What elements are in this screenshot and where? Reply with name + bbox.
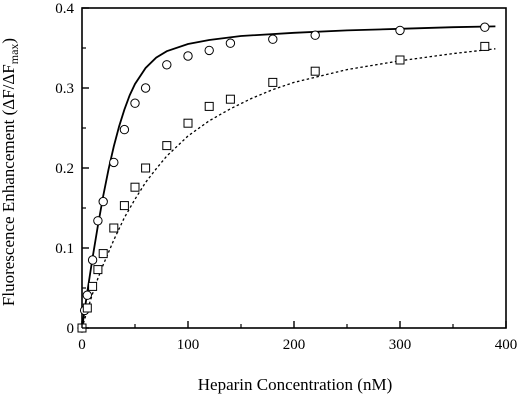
x-tick-label: 0 [78, 337, 86, 353]
y-tick-label: 0.2 [55, 161, 74, 177]
data-point-square [480, 41, 490, 51]
data-point-circle [162, 60, 172, 70]
data-point-circle [310, 30, 320, 40]
y-axis-label-subscript: max [7, 44, 21, 65]
data-point-square [310, 66, 320, 76]
data-point-circle [87, 255, 98, 265]
x-axis: 0 100 200 300 400 [78, 321, 517, 353]
x-tick-label: 200 [283, 337, 306, 353]
data-point-square [93, 265, 103, 275]
data-point-square [141, 163, 151, 173]
data-point-square [98, 249, 108, 259]
data-point-circle [98, 196, 108, 207]
data-point-square [225, 94, 235, 104]
data-point-circle [119, 124, 130, 135]
fit-line-series-1 [81, 25, 496, 329]
data-point-circle [183, 51, 193, 61]
data-point-circle [82, 290, 93, 300]
x-axis-label: Heparin Concentration (nM) [198, 375, 393, 394]
data-point-circle [140, 83, 151, 93]
data-point-square [183, 118, 193, 128]
y-axis-label: Fluorescence Enhancement (ΔF/ΔFmax) [0, 38, 21, 306]
y-tick-label: 0.4 [55, 1, 74, 17]
data-point-square [162, 141, 172, 151]
y-tick-label: 0.1 [55, 241, 74, 257]
data-point-circle [130, 98, 140, 108]
fit-lines [81, 25, 496, 329]
data-point-circle [204, 45, 214, 56]
data-point-circle [480, 22, 490, 32]
data-point-square [130, 182, 140, 192]
x-tick-label: 300 [389, 337, 412, 353]
data-point-square [82, 303, 92, 313]
data-point-circle [109, 157, 119, 168]
data-point-square [204, 101, 214, 111]
x-tick-label: 100 [177, 337, 200, 353]
y-axis-label-close: ) [0, 38, 18, 44]
y-tick-label: 0.3 [55, 81, 74, 97]
y-tick-label: 0 [67, 321, 75, 337]
data-point-circle [268, 34, 278, 44]
x-tick-label: 400 [495, 337, 518, 353]
data-point-square [395, 55, 405, 65]
data-point-square [109, 223, 119, 233]
markers [77, 22, 490, 333]
data-point-square [268, 77, 278, 87]
y-axis: 0 0.1 0.2 0.3 0.4 [55, 1, 89, 337]
data-point-circle [395, 25, 405, 36]
y-axis-label-main: Fluorescence Enhancement (ΔF/ΔF [0, 64, 18, 306]
data-point-square [88, 281, 98, 291]
data-point-circle [225, 38, 236, 48]
data-point-circle [93, 216, 103, 226]
data-point-square [119, 201, 129, 211]
